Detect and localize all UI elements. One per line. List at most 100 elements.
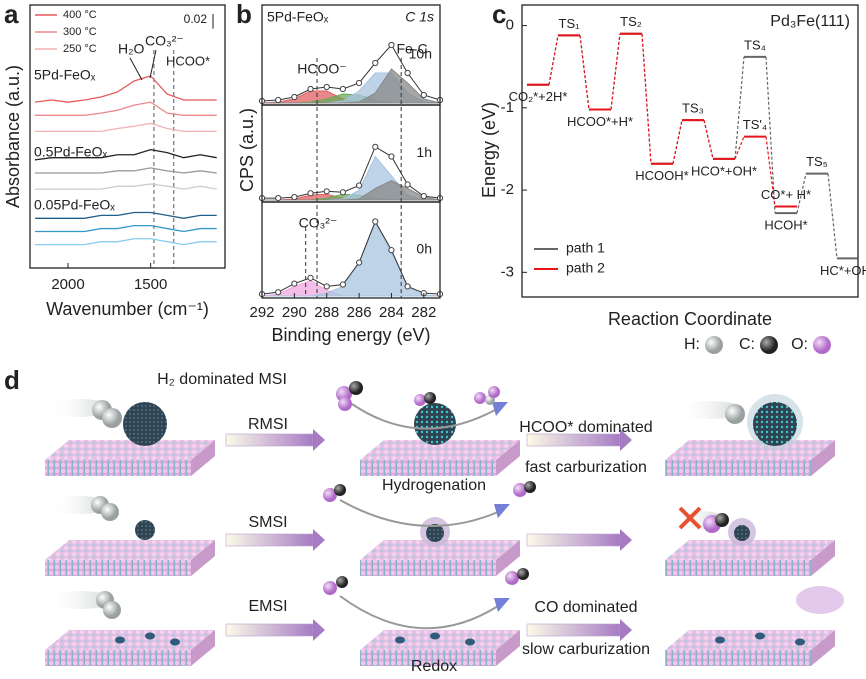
support-slab-side	[496, 440, 520, 476]
process-arrow-head	[313, 619, 325, 641]
single-atom	[395, 636, 405, 644]
support-slab-top	[665, 540, 835, 560]
legend-label: 250 °C	[63, 43, 97, 55]
raw-point	[372, 143, 379, 150]
connector	[672, 120, 683, 164]
support-slab-side	[191, 540, 215, 576]
single-atom	[115, 636, 125, 644]
raw-point	[420, 91, 427, 99]
process-arrow	[526, 533, 621, 547]
connector	[734, 56, 745, 159]
process-label: Redox	[411, 658, 457, 675]
annotation: 0.5Pd-FeOₓ	[34, 144, 107, 160]
legend-label: path 1	[566, 240, 605, 256]
raw-point	[323, 83, 330, 91]
x-tick-label: 282	[411, 304, 436, 321]
support-slab-top	[665, 630, 835, 650]
atom	[513, 483, 527, 497]
outcome-label: slow carburization	[522, 641, 650, 658]
state-label: TS₃	[682, 101, 704, 116]
annotation: 5Pd-FeOₓ	[34, 67, 96, 83]
y-axis-label: CPS (a.u.)	[237, 108, 257, 192]
annotation: 0.05Pd-FeOₓ	[34, 197, 115, 213]
support-slab-top	[360, 630, 520, 650]
annotation: CO₃²⁻	[299, 215, 338, 231]
single-atom	[465, 638, 475, 646]
state-label: HCOOH*	[635, 168, 688, 183]
state-label: TS₁	[559, 16, 581, 31]
legend-label: C:	[739, 336, 755, 353]
nanoparticle	[426, 524, 444, 542]
process-arrow-head	[620, 619, 632, 641]
nanoparticle	[123, 402, 167, 446]
single-atom	[795, 638, 805, 646]
legend-label: 300 °C	[63, 26, 97, 38]
spectrum-line	[34, 167, 217, 174]
single-atom	[715, 636, 725, 644]
atom	[103, 601, 121, 619]
state-label: HCOO*+H*	[567, 114, 633, 129]
process-arrow	[225, 623, 314, 637]
spectrum-line	[34, 75, 217, 103]
atom	[334, 484, 346, 496]
raw-point	[275, 289, 282, 296]
support-slab-front	[665, 560, 811, 576]
x-axis-label: Binding energy (eV)	[271, 325, 430, 345]
spectrum-line	[34, 211, 217, 219]
y-tick-label: 0	[506, 17, 514, 34]
raw-point	[372, 218, 379, 225]
support-slab-front	[360, 560, 496, 576]
title: 5Pd-FeOₓ	[267, 9, 329, 25]
blocked-mark	[678, 506, 702, 530]
connector	[641, 33, 652, 164]
x-tick-label: 288	[314, 304, 339, 321]
connector	[548, 35, 559, 85]
support-slab-top	[45, 440, 215, 460]
connector	[765, 136, 776, 207]
support-slab-top	[360, 440, 520, 460]
state-label: TS₅	[806, 154, 828, 169]
reaction-arrow	[351, 403, 496, 430]
x-tick-label: 292	[249, 304, 274, 321]
legend-label: 400 °C	[63, 9, 97, 21]
raw-point	[323, 283, 330, 290]
raw-point	[275, 96, 282, 104]
state-label: HC*+OH*	[820, 263, 866, 278]
support-slab-side	[496, 630, 520, 666]
annotation: HCOO*	[166, 53, 210, 68]
single-atom	[170, 638, 180, 646]
atom	[715, 513, 729, 527]
y-tick-label: -3	[501, 263, 514, 280]
atom	[102, 408, 122, 428]
axes-frame	[261, 201, 441, 299]
arrow-head	[494, 504, 510, 518]
axes-frame	[29, 4, 226, 269]
connector	[703, 120, 714, 159]
atom	[424, 392, 436, 404]
atom	[101, 503, 119, 521]
state-label: TS₄	[744, 37, 766, 52]
legend-label: path 2	[566, 260, 605, 276]
support-slab-top	[45, 630, 215, 650]
outcome-label: HCOO* dominated	[519, 419, 652, 436]
raw-point	[420, 193, 427, 200]
atom	[349, 381, 363, 395]
raw-point	[404, 283, 411, 290]
raw-point	[388, 247, 395, 254]
raw-point	[404, 69, 411, 77]
diagram-title: H₂ dominated MSI	[157, 371, 287, 388]
x-axis-label: Wavenumber (cm⁻¹)	[46, 299, 209, 319]
panel-label: b	[236, 0, 252, 29]
support-slab-front	[665, 650, 811, 666]
raw-line	[262, 146, 441, 199]
y-tick-label: -1	[501, 99, 514, 116]
atom	[338, 397, 352, 411]
atom	[336, 576, 348, 588]
raw-point	[339, 281, 347, 288]
support-slab-side	[496, 540, 520, 576]
subtitle: C 1s	[405, 9, 434, 25]
process-arrow-head	[620, 529, 632, 551]
subplot-label: 10h	[409, 46, 432, 62]
support-slab-front	[360, 460, 496, 476]
raw-point	[388, 41, 395, 49]
